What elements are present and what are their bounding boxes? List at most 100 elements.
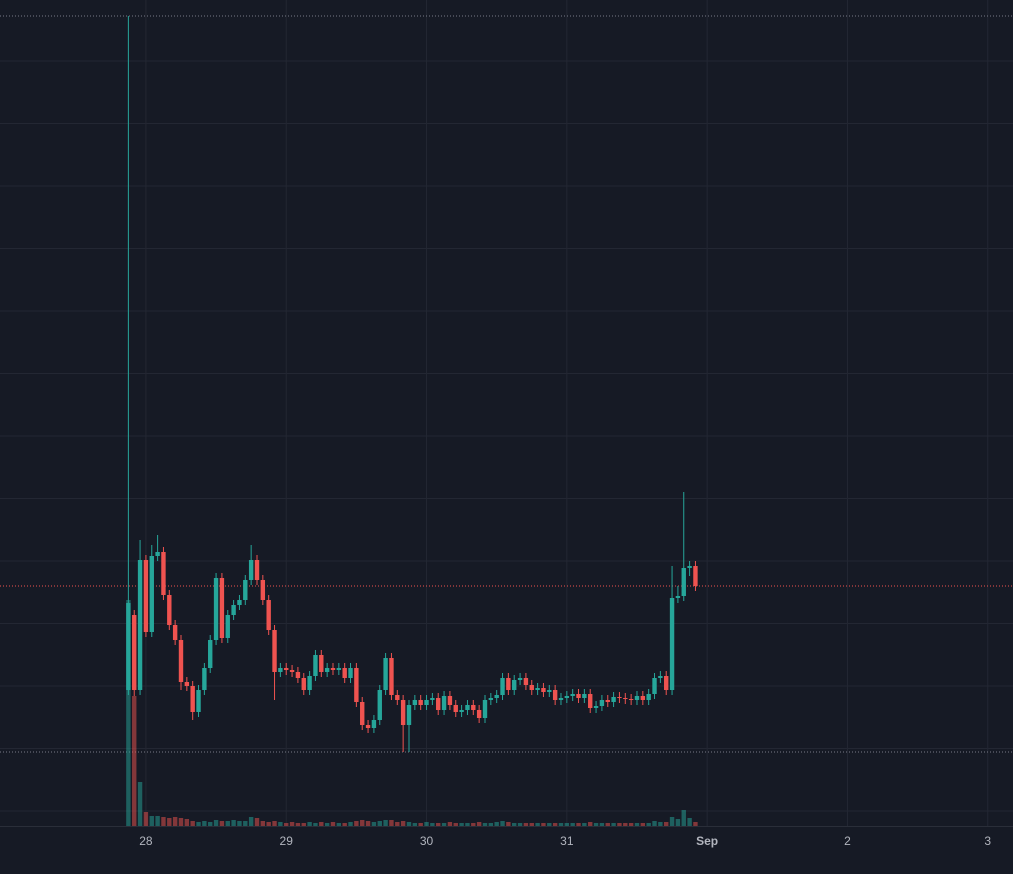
volume-bar (611, 823, 616, 826)
volume-bar (231, 820, 236, 826)
volume-bar (278, 822, 283, 826)
candle-body (675, 596, 681, 598)
candle-body (395, 695, 400, 700)
candle-body (295, 672, 301, 678)
volume-bar (652, 821, 657, 826)
candle-body (529, 685, 534, 690)
candle-body (471, 705, 476, 710)
candle-body (541, 688, 546, 692)
volume-bar (266, 822, 271, 826)
candle-body (383, 658, 388, 690)
volume-bar (693, 822, 698, 826)
volume-bar (512, 823, 517, 826)
candle-body (693, 566, 698, 586)
candle-body (547, 690, 552, 692)
candle-body (494, 695, 499, 698)
candle-body (190, 686, 195, 712)
candle-body (132, 615, 137, 690)
volume-bar (196, 822, 201, 826)
candle-body (360, 702, 365, 725)
candle-body (500, 678, 505, 695)
volume-bar (254, 818, 260, 826)
candle-body (669, 598, 675, 690)
x-tick-label: 29 (280, 834, 294, 848)
volume-bar (225, 821, 230, 826)
volume-bar (517, 823, 523, 826)
candle-body (406, 705, 412, 725)
candle-body (178, 640, 184, 682)
candle-body (517, 678, 523, 680)
volume-bar (342, 823, 347, 826)
volume-bar (541, 823, 546, 826)
candle-body (161, 552, 166, 595)
candle-body (278, 668, 283, 672)
candle-body (646, 694, 651, 700)
candle-body (272, 630, 277, 672)
volume-bar (348, 822, 353, 826)
volume-bar (371, 822, 377, 826)
candle-body (213, 578, 219, 640)
candle-body (172, 625, 178, 640)
x-tick-label: 28 (139, 834, 153, 848)
candle-body (552, 690, 558, 700)
candle-body (605, 700, 610, 702)
volume-bar (307, 822, 312, 826)
candle-body (465, 705, 470, 710)
candle-body (482, 700, 488, 718)
candle-body (365, 725, 371, 728)
volume-bar (406, 822, 412, 826)
volume-bar (289, 822, 295, 826)
volume-bar (482, 823, 488, 826)
candle-body (248, 560, 254, 580)
volume-bar (447, 822, 453, 826)
candle-body (523, 678, 529, 685)
candle-body (196, 690, 201, 712)
volume-bar (430, 823, 435, 826)
candle-body (658, 676, 663, 678)
candle-body (634, 696, 640, 700)
candle-body (231, 605, 236, 615)
volume-bar (248, 817, 254, 826)
volume-bar (272, 821, 277, 826)
candle-body (167, 595, 172, 625)
candle-body (336, 668, 342, 670)
volume-bar (213, 820, 219, 826)
volume-bar (681, 810, 686, 826)
candle-body (307, 676, 312, 690)
x-tick-label: Sep (696, 834, 718, 848)
volume-bar (471, 823, 476, 826)
volume-bar (219, 821, 225, 826)
volume-bar (687, 818, 692, 826)
volume-bar (190, 821, 195, 826)
volume-bar (383, 820, 388, 826)
volume-bar (599, 823, 605, 826)
candle-body (664, 676, 669, 690)
volume-bar (582, 823, 587, 826)
candle-body (564, 696, 570, 698)
candle-body (681, 568, 686, 596)
volume-bar (506, 822, 511, 826)
candle-body (459, 710, 464, 712)
candle-body (512, 680, 517, 690)
volume-bar (336, 823, 342, 826)
candle-body (453, 705, 458, 712)
volume-bar (202, 821, 207, 826)
volume-bar (547, 823, 552, 826)
volume-bar (377, 821, 382, 826)
volume-bar (628, 823, 634, 826)
volume-bar (324, 823, 330, 826)
candle-body (436, 698, 441, 710)
candle-body (266, 600, 271, 630)
candle-body (149, 556, 154, 632)
volume-bar (675, 819, 681, 826)
volume-bar (319, 822, 324, 826)
candle-body (254, 560, 260, 580)
volume-bar (178, 818, 184, 826)
candle-body (640, 696, 646, 700)
volume-bar (664, 822, 669, 826)
candle-body (219, 578, 225, 638)
volume-bar (453, 823, 458, 826)
candle-body (430, 698, 435, 700)
